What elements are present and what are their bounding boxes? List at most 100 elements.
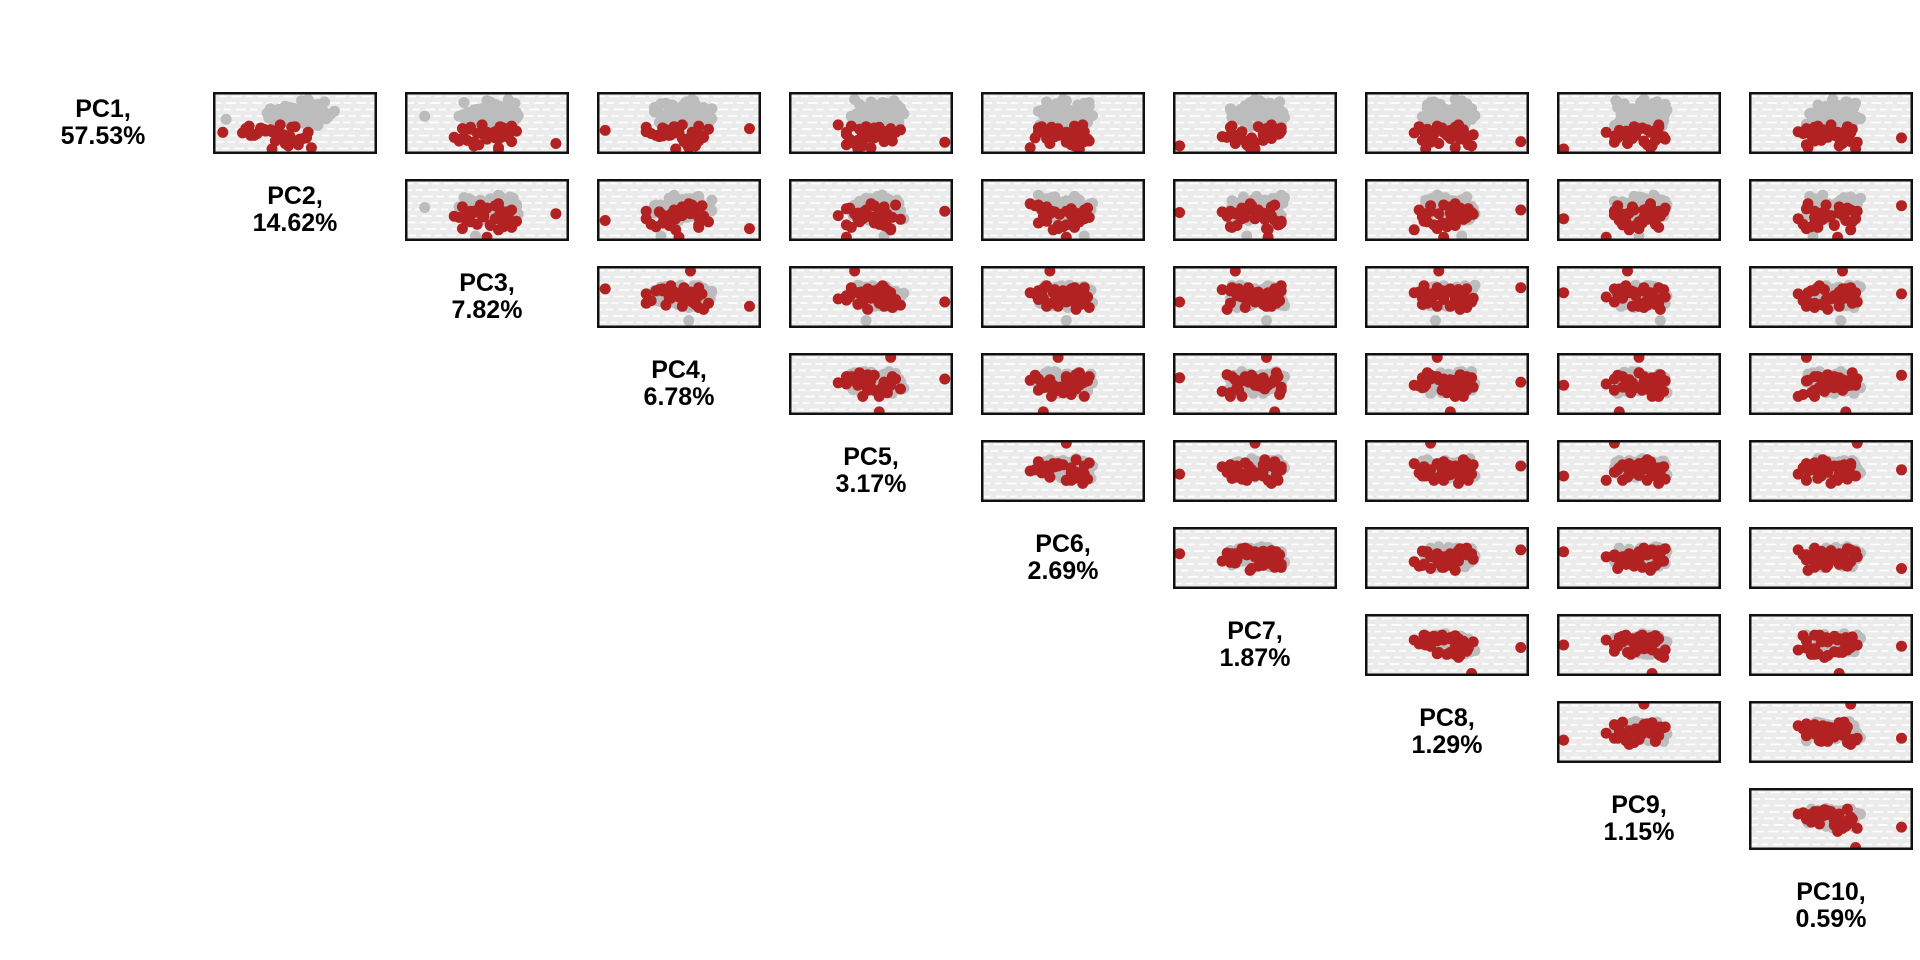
point-red <box>703 123 714 135</box>
point-red <box>1558 470 1570 482</box>
point-red <box>1820 456 1832 468</box>
point-red <box>1069 374 1080 386</box>
point-gray <box>1827 93 1839 105</box>
panel-border <box>1365 614 1529 676</box>
point-red <box>840 290 852 302</box>
point-gray <box>511 107 522 118</box>
point-red <box>744 123 755 135</box>
point-red <box>877 215 888 227</box>
point-red <box>895 383 906 395</box>
point-red <box>1078 390 1090 402</box>
scatter-PC3-vs-PC1 <box>405 92 569 154</box>
point-red <box>890 373 902 385</box>
point-gray <box>1638 93 1650 105</box>
point-red <box>1617 630 1629 642</box>
point-red <box>1060 128 1072 140</box>
point-red <box>1846 367 1858 379</box>
point-red <box>1659 473 1671 485</box>
scatter-PC6-vs-PC4 <box>981 353 1145 415</box>
point-red <box>1431 300 1443 312</box>
point-red <box>1037 124 1049 136</box>
point-red <box>1600 126 1612 138</box>
point-gray <box>878 110 890 122</box>
point-red <box>1046 205 1057 217</box>
point-red <box>1078 136 1090 148</box>
point-gray <box>1261 315 1272 327</box>
point-gray <box>1449 93 1461 105</box>
point-red <box>1428 551 1440 563</box>
point-red <box>1224 297 1236 309</box>
point-red <box>1420 143 1432 154</box>
point-red <box>1850 470 1862 482</box>
point-red <box>1896 464 1907 476</box>
point-red <box>886 211 898 223</box>
point-red <box>465 205 477 217</box>
point-red <box>1822 211 1834 223</box>
point-red <box>1444 469 1456 481</box>
point-red <box>1600 378 1612 390</box>
point-red <box>1216 206 1228 218</box>
pc-variance: 7.82% <box>451 296 523 324</box>
point-red <box>1809 205 1821 217</box>
point-red <box>289 136 301 148</box>
point-red <box>865 124 877 136</box>
point-red <box>689 140 701 152</box>
point-red <box>217 126 229 138</box>
point-red <box>1044 138 1056 149</box>
point-red <box>1433 208 1445 220</box>
point-red <box>1449 556 1461 568</box>
point-gray <box>666 99 678 111</box>
point-red <box>1216 385 1228 397</box>
point-red <box>1623 374 1635 386</box>
point-red <box>939 136 951 148</box>
scatter-PC8-vs-PC7 <box>1365 614 1529 676</box>
scatter-PC9-vs-PC4 <box>1557 353 1721 415</box>
point-red <box>1174 207 1186 218</box>
point-red <box>1046 297 1057 309</box>
point-red <box>1558 143 1570 154</box>
diag-label-PC7: PC7, 1.87% <box>1173 614 1337 676</box>
point-red <box>1638 136 1650 148</box>
point-red <box>873 390 885 402</box>
scatter-PC4-vs-PC3 <box>597 266 761 328</box>
point-gray <box>1459 107 1471 118</box>
diag-label-PC4: PC4, 6.78% <box>597 353 761 415</box>
point-red <box>1558 379 1570 391</box>
point-red <box>281 132 293 144</box>
point-red <box>744 223 755 235</box>
point-gray <box>676 110 688 122</box>
point-red <box>1814 215 1825 227</box>
point-red <box>1820 199 1832 211</box>
point-gray <box>307 110 319 122</box>
point-red <box>865 142 877 154</box>
scatter-PC5-vs-PC1 <box>789 92 953 154</box>
point-red <box>1428 474 1440 486</box>
point-red <box>1896 200 1907 212</box>
point-red <box>260 125 271 137</box>
point-red <box>1272 219 1284 231</box>
point-red <box>511 125 522 137</box>
point-red <box>1272 474 1284 486</box>
point-red <box>1797 389 1809 400</box>
point-red <box>878 204 890 216</box>
point-red <box>493 143 504 154</box>
point-red <box>1515 204 1527 216</box>
point-red <box>939 205 951 217</box>
point-red <box>832 377 844 389</box>
pc-name: PC5, <box>843 443 899 471</box>
panel-border <box>1557 266 1721 328</box>
panel-border <box>1365 353 1529 415</box>
point-red <box>1845 376 1857 388</box>
point-red <box>1216 284 1228 296</box>
point-gray <box>849 93 861 105</box>
point-gray <box>1613 116 1625 128</box>
panel-border <box>405 92 569 154</box>
point-red <box>1032 456 1044 468</box>
point-red <box>1814 381 1825 393</box>
point-red <box>1623 548 1635 560</box>
point-red <box>1638 642 1650 653</box>
point-red <box>1515 544 1527 556</box>
point-gray <box>1060 315 1072 327</box>
point-red <box>1444 646 1456 658</box>
